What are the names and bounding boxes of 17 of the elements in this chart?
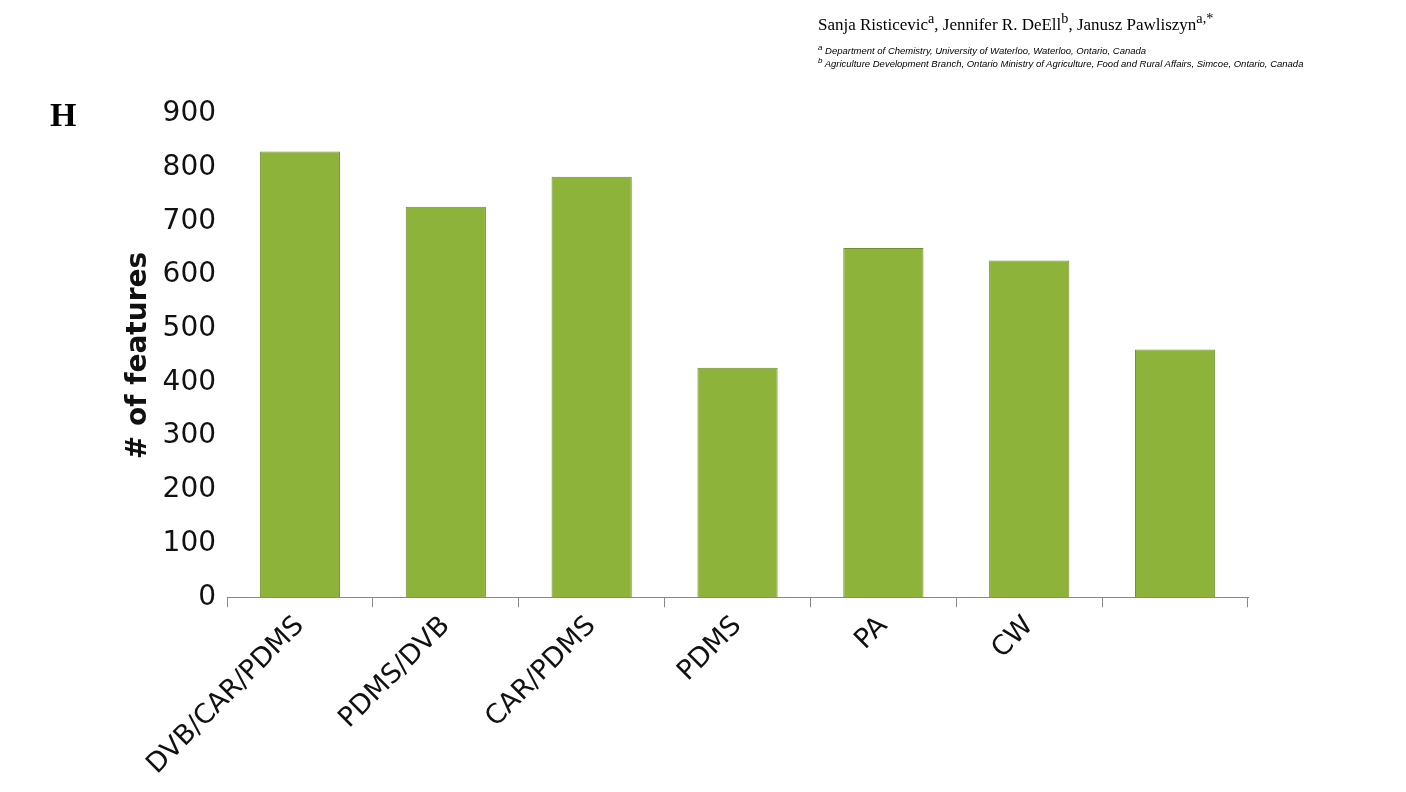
y-tick-label: 800 <box>162 148 217 182</box>
y-tick-label: 900 <box>162 95 217 129</box>
y-tick-label: 600 <box>162 256 217 290</box>
y-axis-title: # of features <box>120 251 154 460</box>
x-tick-label: CW <box>984 608 1039 664</box>
x-tick-label: PA <box>847 608 893 655</box>
text: $^{b}$ Agriculture Development Branch, Ontario Ministry of Agriculture, Food and Rural Affairs, Simcoe, Ontario, Canada <box>818 55 1305 69</box>
text: H <box>50 96 77 134</box>
y-tick-label: 400 <box>162 363 217 397</box>
text: $^{a}$ Department of Chemistry, University of Waterloo, Waterloo, Ontario, Canada <box>818 42 1148 56</box>
y-tick-label: 200 <box>162 471 217 505</box>
y-tick-label: 0 <box>198 578 217 612</box>
y-tick-label: 500 <box>162 309 217 343</box>
y-tick-label: 700 <box>162 202 217 236</box>
y-tick-label: 100 <box>162 524 217 558</box>
text: Sanja Risticevic$^{a}$, Jennifer R. DeEll$^{b}$, Janusz Pawliszyn$^{a,*}$ <box>818 10 1215 35</box>
y-tick-label: 300 <box>162 417 217 451</box>
